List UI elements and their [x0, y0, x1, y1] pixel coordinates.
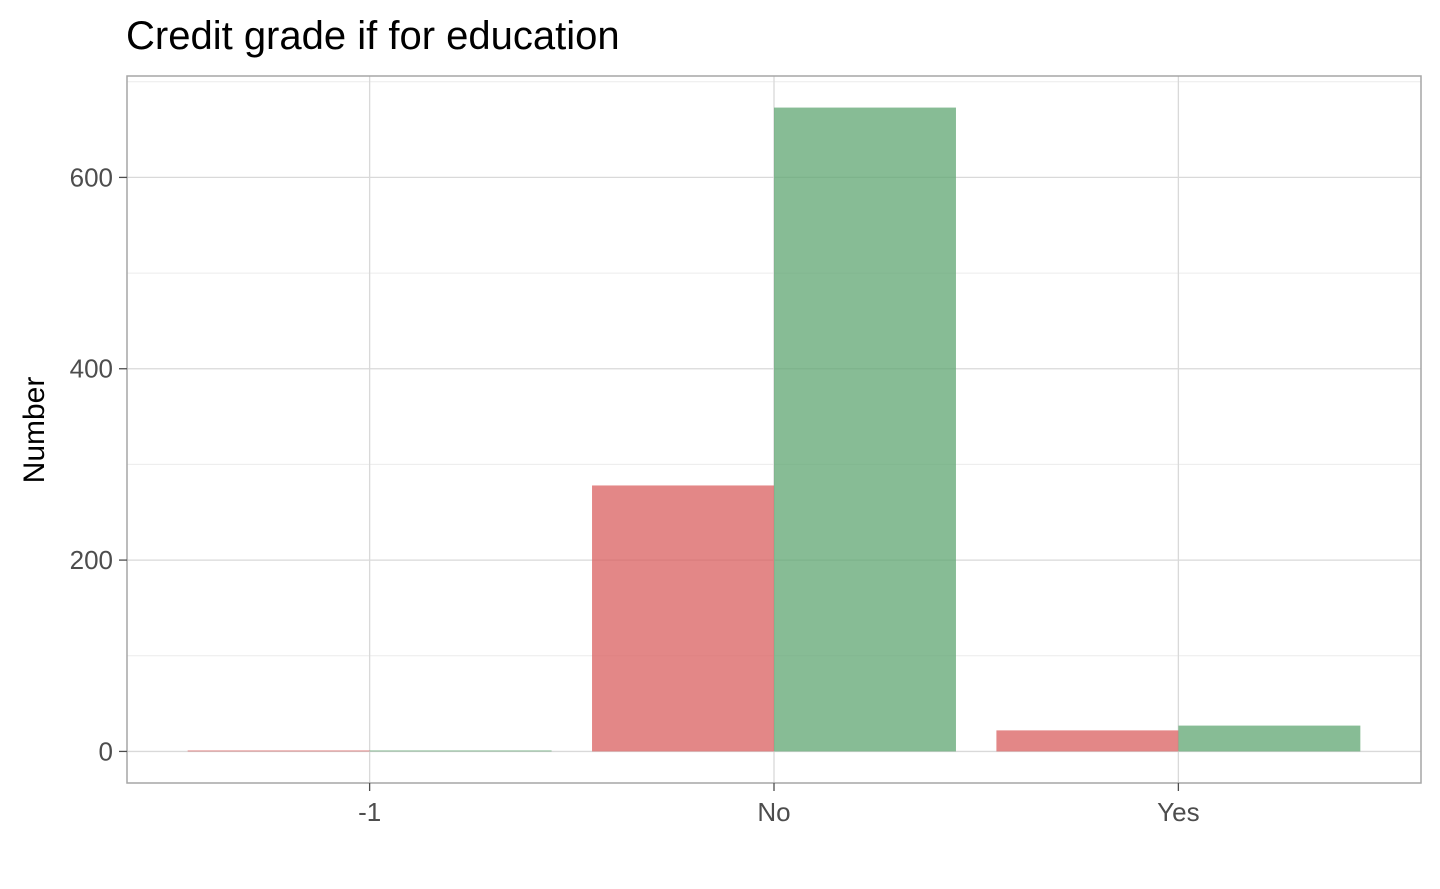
- y-tick-label: 400: [70, 354, 113, 384]
- y-axis-label: Number: [18, 377, 51, 484]
- x-tick-label: -1: [358, 797, 381, 827]
- bars: [187, 107, 1361, 752]
- x-tick-label: Yes: [1157, 797, 1199, 827]
- chart-title: Credit grade if for education: [126, 14, 620, 58]
- bar-series-2--1: [369, 750, 552, 752]
- y-tick-label: 200: [70, 545, 113, 575]
- y-tick-label: 600: [70, 162, 113, 192]
- x-tick-label: No: [757, 797, 790, 827]
- bar-series-1-Yes: [996, 730, 1179, 752]
- bar-series-2-No: [774, 107, 956, 752]
- y-axis-ticks: 0 200 400 600: [70, 162, 127, 766]
- bar-series-2-Yes: [1178, 725, 1361, 752]
- bar-series-1-No: [592, 485, 774, 752]
- bar-series-1--1: [187, 750, 370, 752]
- y-tick-label: 0: [99, 736, 113, 766]
- x-axis-ticks: -1 No Yes: [358, 783, 1200, 827]
